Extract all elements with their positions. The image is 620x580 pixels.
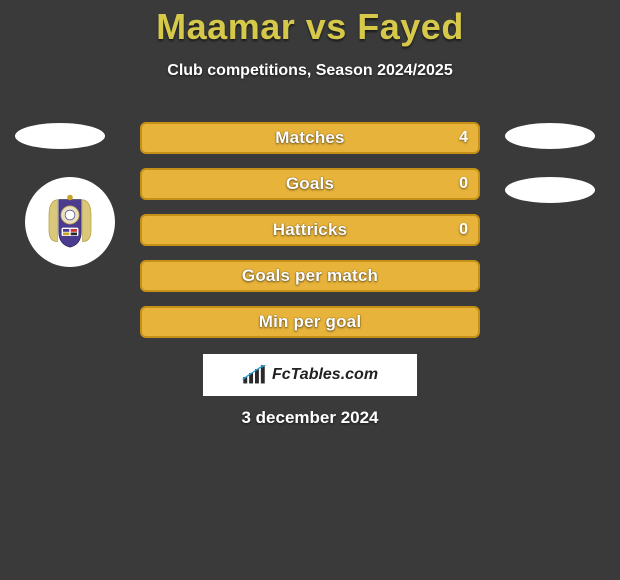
- stat-value-right: 0: [459, 175, 468, 193]
- player-right-placeholder-1: [505, 123, 595, 149]
- brand-text: FcTables.com: [272, 366, 378, 384]
- subtitle: Club competitions, Season 2024/2025: [0, 62, 620, 80]
- page-title: Maamar vs Fayed: [0, 6, 620, 48]
- stat-row: Goals 0: [140, 168, 480, 200]
- stat-row: Hattricks 0: [140, 214, 480, 246]
- stat-value-right: 4: [459, 129, 468, 147]
- club-badge: [25, 177, 115, 267]
- bar-chart-icon: [242, 365, 268, 385]
- stat-row: Matches 4: [140, 122, 480, 154]
- anderlecht-crest-icon: [35, 187, 105, 257]
- stage: Maamar vs Fayed Club competitions, Seaso…: [0, 0, 620, 580]
- stat-label: Hattricks: [273, 220, 348, 240]
- player-right-placeholder-2: [505, 177, 595, 203]
- stat-label: Matches: [275, 128, 344, 148]
- stat-label: Min per goal: [259, 312, 362, 332]
- stat-row: Goals per match: [140, 260, 480, 292]
- stat-label: Goals: [286, 174, 334, 194]
- player-left-placeholder: [15, 123, 105, 149]
- title-text: Maamar vs Fayed: [156, 6, 464, 47]
- date-text: 3 december 2024: [0, 408, 620, 428]
- stats-table: Matches 4 Goals 0 Hattricks 0 Goals per match M…: [140, 122, 480, 352]
- stat-value-right: 0: [459, 221, 468, 239]
- stat-label: Goals per match: [242, 266, 378, 286]
- brand-box[interactable]: FcTables.com: [203, 354, 417, 396]
- stat-row: Min per goal: [140, 306, 480, 338]
